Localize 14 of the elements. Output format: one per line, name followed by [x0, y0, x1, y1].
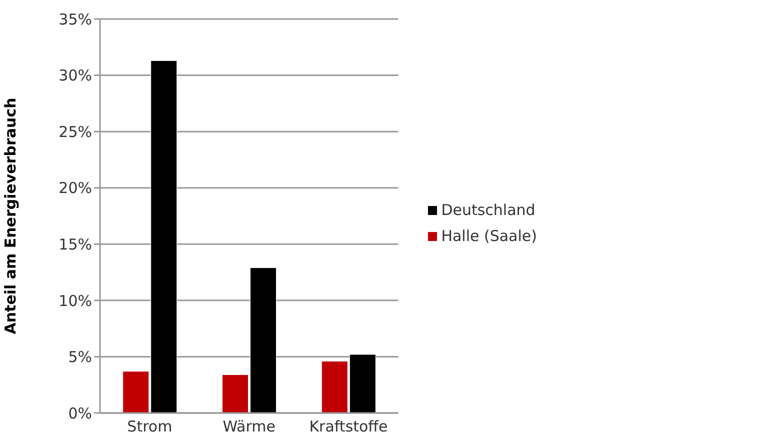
- y-axis-title: Anteil am Energieverbrauch: [1, 98, 20, 334]
- x-tick-label: Strom: [127, 418, 172, 436]
- y-tick-label: 25%: [58, 122, 92, 141]
- x-tick-label: Kraftstoffe: [309, 418, 388, 436]
- y-tick-label: 5%: [68, 348, 92, 366]
- legend-label: Halle (Saale): [441, 227, 537, 245]
- legend-label: Deutschland: [441, 201, 536, 219]
- y-tick-label: 35%: [58, 10, 92, 28]
- y-tick-label: 15%: [58, 235, 92, 254]
- y-tick-label: 10%: [58, 292, 92, 310]
- y-tick-label: 20%: [58, 179, 92, 198]
- y-tick-label: 0%: [68, 404, 92, 422]
- y-tick-label: 30%: [58, 66, 92, 85]
- x-tick-label: Wärme: [222, 418, 276, 436]
